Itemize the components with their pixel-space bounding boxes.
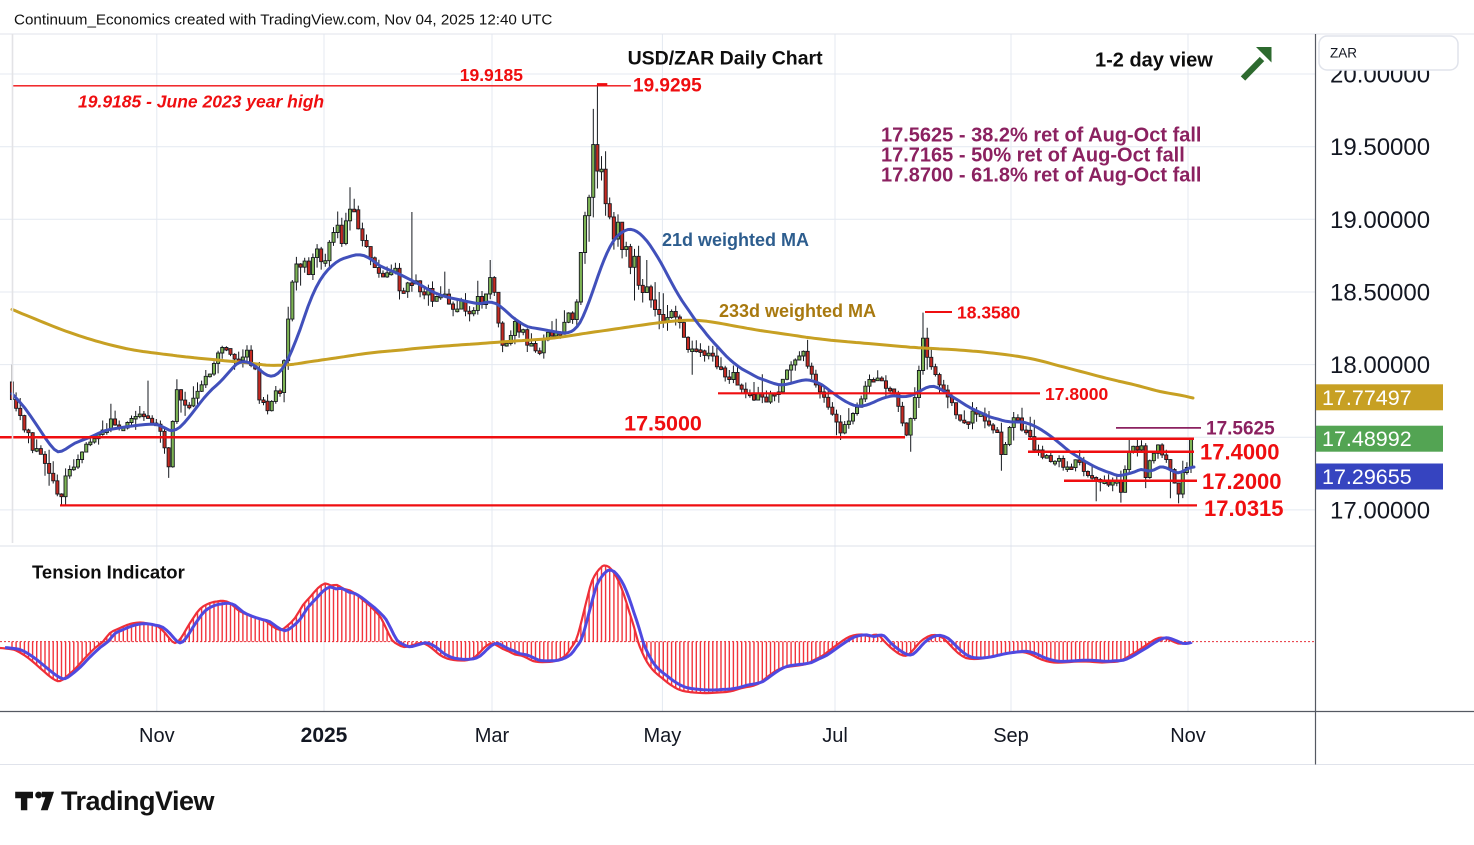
svg-text:17.2000: 17.2000 <box>1202 469 1282 494</box>
svg-text:18.00000: 18.00000 <box>1330 352 1430 379</box>
svg-text:233d weighted MA: 233d weighted MA <box>719 301 876 321</box>
svg-text:17.5000: 17.5000 <box>624 412 702 436</box>
svg-text:19.9295: 19.9295 <box>633 76 702 97</box>
svg-text:17.5625: 17.5625 <box>1206 419 1275 440</box>
svg-text:Mar: Mar <box>475 725 510 747</box>
svg-text:TradingView: TradingView <box>61 786 216 816</box>
svg-text:17.0315: 17.0315 <box>1204 496 1284 521</box>
svg-text:19.9185 - June 2023 year high: 19.9185 - June 2023 year high <box>78 92 324 112</box>
svg-text:18.3580: 18.3580 <box>957 303 1021 323</box>
svg-text:Nov: Nov <box>1170 725 1206 747</box>
svg-text:19.00000: 19.00000 <box>1330 207 1430 234</box>
svg-text:USD/ZAR Daily Chart: USD/ZAR Daily Chart <box>628 48 824 70</box>
svg-text:19.9185: 19.9185 <box>460 65 524 85</box>
svg-text:17.48992: 17.48992 <box>1322 427 1412 451</box>
svg-text:17.8000: 17.8000 <box>1045 384 1109 404</box>
svg-text:Jul: Jul <box>822 725 848 747</box>
svg-text:Continuum_Economics created wi: Continuum_Economics created with Trading… <box>14 12 552 29</box>
svg-text:Sep: Sep <box>993 725 1029 747</box>
svg-text:17.7165 - 50% ret of Aug-Oct f: 17.7165 - 50% ret of Aug-Oct fall <box>881 145 1185 167</box>
svg-text:Tension Indicator: Tension Indicator <box>32 562 185 583</box>
svg-text:ZAR: ZAR <box>1330 46 1357 61</box>
svg-text:Nov: Nov <box>139 725 175 747</box>
svg-text:17.77497: 17.77497 <box>1322 386 1412 410</box>
svg-text:1-2 day view: 1-2 day view <box>1095 50 1213 72</box>
svg-text:21d weighted MA: 21d weighted MA <box>662 230 809 250</box>
svg-text:17.5625 - 38.2% ret of Aug-Oct: 17.5625 - 38.2% ret of Aug-Oct fall <box>881 125 1201 147</box>
svg-text:May: May <box>644 725 682 747</box>
svg-text:17.4000: 17.4000 <box>1200 440 1280 465</box>
svg-text:17.29655: 17.29655 <box>1322 465 1412 489</box>
svg-text:19.50000: 19.50000 <box>1330 134 1430 161</box>
svg-text:17.8700 - 61.8% ret of Aug-Oct: 17.8700 - 61.8% ret of Aug-Oct fall <box>881 165 1201 187</box>
svg-text:2025: 2025 <box>301 724 348 747</box>
svg-text:17.00000: 17.00000 <box>1330 497 1430 524</box>
svg-text:18.50000: 18.50000 <box>1330 279 1430 306</box>
